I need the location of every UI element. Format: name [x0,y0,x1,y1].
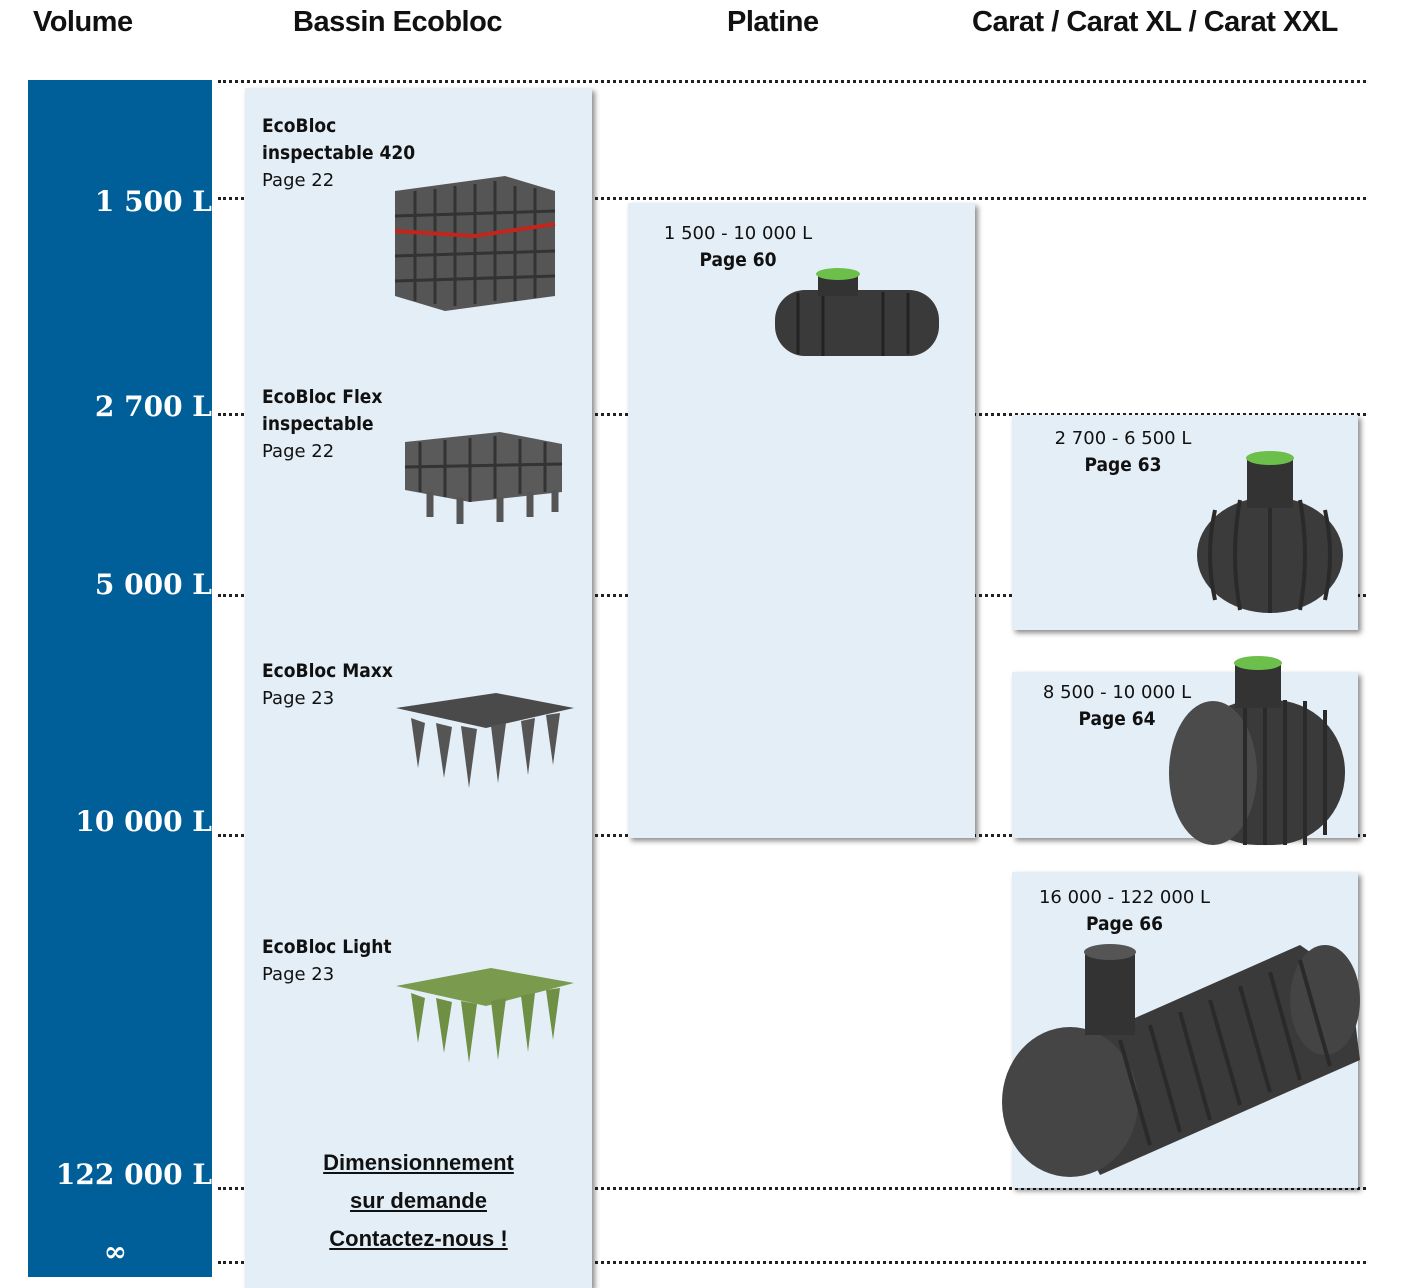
product-name: EcoBloc Light [262,934,392,961]
product-range: 16 000 - 122 000 L [1012,884,1237,911]
product: 16 000 - 122 000 L Page 66 [1012,884,1237,938]
volume-label: 5 000 L [95,568,212,601]
product-image [1165,655,1350,847]
product-image [1195,450,1347,615]
contact-line[interactable]: Dimensionnement [245,1144,592,1182]
page: Volume Bassin Ecobloc Platine Carat / Ca… [0,0,1402,1277]
product: EcoBloc inspectable 420 Page 22 [262,113,415,194]
product-page: Page 23 [262,685,393,712]
contact: Dimensionnement sur demande Contactez-no… [245,1144,592,1258]
product: 1 500 - 10 000 L Page 60 [628,220,848,274]
product-name: inspectable 420 [262,140,415,167]
product-image [396,693,576,793]
product-name: EcoBloc Maxx [262,658,393,685]
header: Platine [727,6,819,39]
header: Carat / Carat XL / Carat XXL [972,6,1338,39]
product-image [396,968,576,1068]
dotted-line [218,80,1366,83]
volume-column [28,80,212,1277]
volume-label: 1 500 L [95,185,212,218]
volume-label: 2 700 L [95,390,212,423]
contact-line[interactable]: sur demande [245,1182,592,1220]
header: Bassin Ecobloc [293,6,502,39]
product-range: 1 500 - 10 000 L [628,220,848,247]
contact-line[interactable]: Contactez-nous ! [245,1220,592,1258]
product-page: Page 66 [1012,911,1237,938]
product-image [395,176,560,311]
volume-label: 122 000 L [56,1158,212,1191]
product-image [400,432,565,524]
product-page: Page 22 [262,438,382,465]
product-image [773,268,941,360]
product: EcoBloc Light Page 23 [262,934,392,988]
product-name: inspectable [262,411,382,438]
product-page: Page 22 [262,167,415,194]
product-image [1000,940,1362,1180]
product-range: 2 700 - 6 500 L [1012,425,1234,452]
volume-label: ∞ [104,1235,127,1268]
product: EcoBloc Flex inspectable Page 22 [262,384,382,465]
product-name: EcoBloc Flex [262,384,382,411]
product: EcoBloc Maxx Page 23 [262,658,393,712]
header: Volume [33,6,133,39]
volume-label: 10 000 L [75,805,212,838]
product-name: EcoBloc [262,113,415,140]
product-page: Page 23 [262,961,392,988]
